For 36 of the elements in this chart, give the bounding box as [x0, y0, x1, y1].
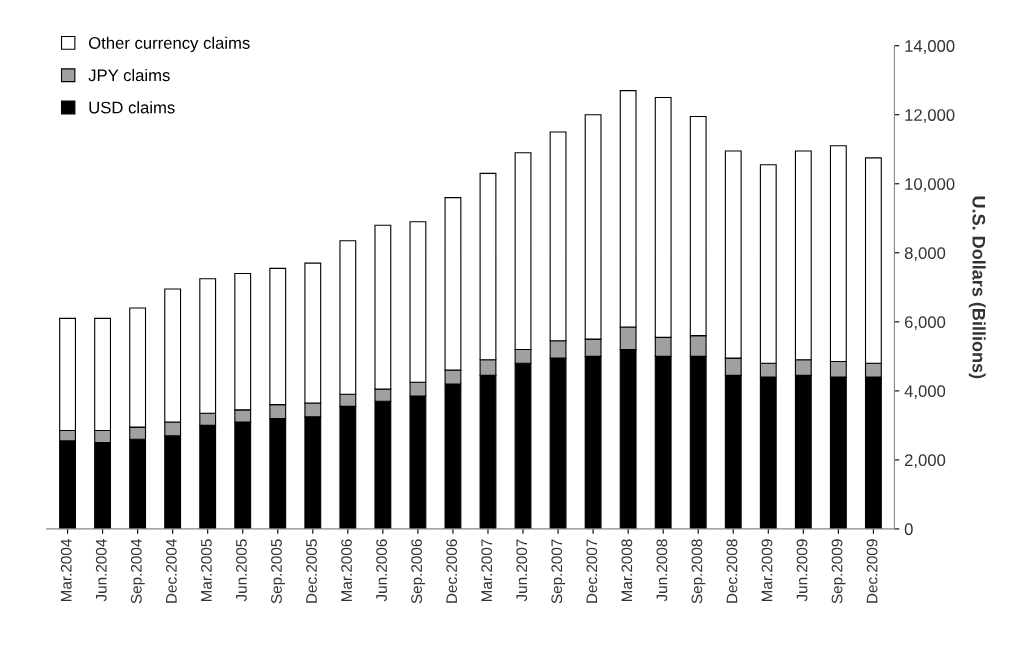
y-tick-label: 2,000 — [904, 454, 946, 469]
x-tick-label: Dec.2006 — [446, 539, 458, 603]
x-tick-label: Jun.2006 — [376, 539, 387, 602]
x-tick-label: Jun.2005 — [236, 539, 247, 602]
y-tick-label: 10,000 — [905, 178, 955, 192]
x-tick-label: Sep.2009 — [831, 539, 846, 604]
x-tick-label: Sep.2008 — [691, 539, 706, 604]
x-tick-label: Jun.2009 — [796, 539, 808, 602]
x-tick-label: Sep.2006 — [411, 539, 426, 604]
x-tick-label: Mar.2005 — [200, 539, 212, 602]
x-tick-label: Jun.2007 — [516, 539, 528, 602]
x-tick-label: Sep.2004 — [130, 539, 145, 604]
x-tick-label: Jun.2008 — [656, 539, 668, 602]
x-tick-label: Mar.2008 — [621, 539, 633, 602]
x-tick-label: Sep.2007 — [551, 539, 566, 604]
x-tick-label: Mar.2009 — [761, 539, 773, 602]
x-tick-label: Mar.2004 — [60, 539, 72, 602]
x-tick-label: Mar.2007 — [481, 539, 493, 602]
x-tick-label: Dec.2004 — [165, 539, 177, 603]
y-tick-label: 8,000 — [904, 247, 946, 261]
legend-label: USD claims — [89, 101, 175, 114]
x-tick-label: Mar.2006 — [341, 539, 352, 602]
y-tick-label: 14,000 — [905, 40, 955, 54]
x-tick-label: Jun.2004 — [95, 539, 107, 602]
y-tick-label: 4,000 — [904, 385, 946, 400]
x-tick-label: Sep.2005 — [271, 539, 285, 604]
x-tick-label: Dec.2009 — [866, 539, 878, 603]
y-axis-title: U.S. Dollars (Billions) — [968, 196, 986, 379]
legend-label: Other currency claims — [88, 36, 250, 53]
y-tick-label: 6,000 — [904, 316, 946, 331]
legend-label: JPY claims — [88, 68, 170, 82]
x-tick-label: Dec.2008 — [726, 539, 738, 603]
y-tick-label: 0 — [904, 523, 913, 536]
x-tick-label: Dec.2005 — [306, 539, 317, 603]
x-tick-label: Dec.2007 — [586, 539, 598, 603]
y-tick-label: 12,000 — [905, 109, 955, 123]
